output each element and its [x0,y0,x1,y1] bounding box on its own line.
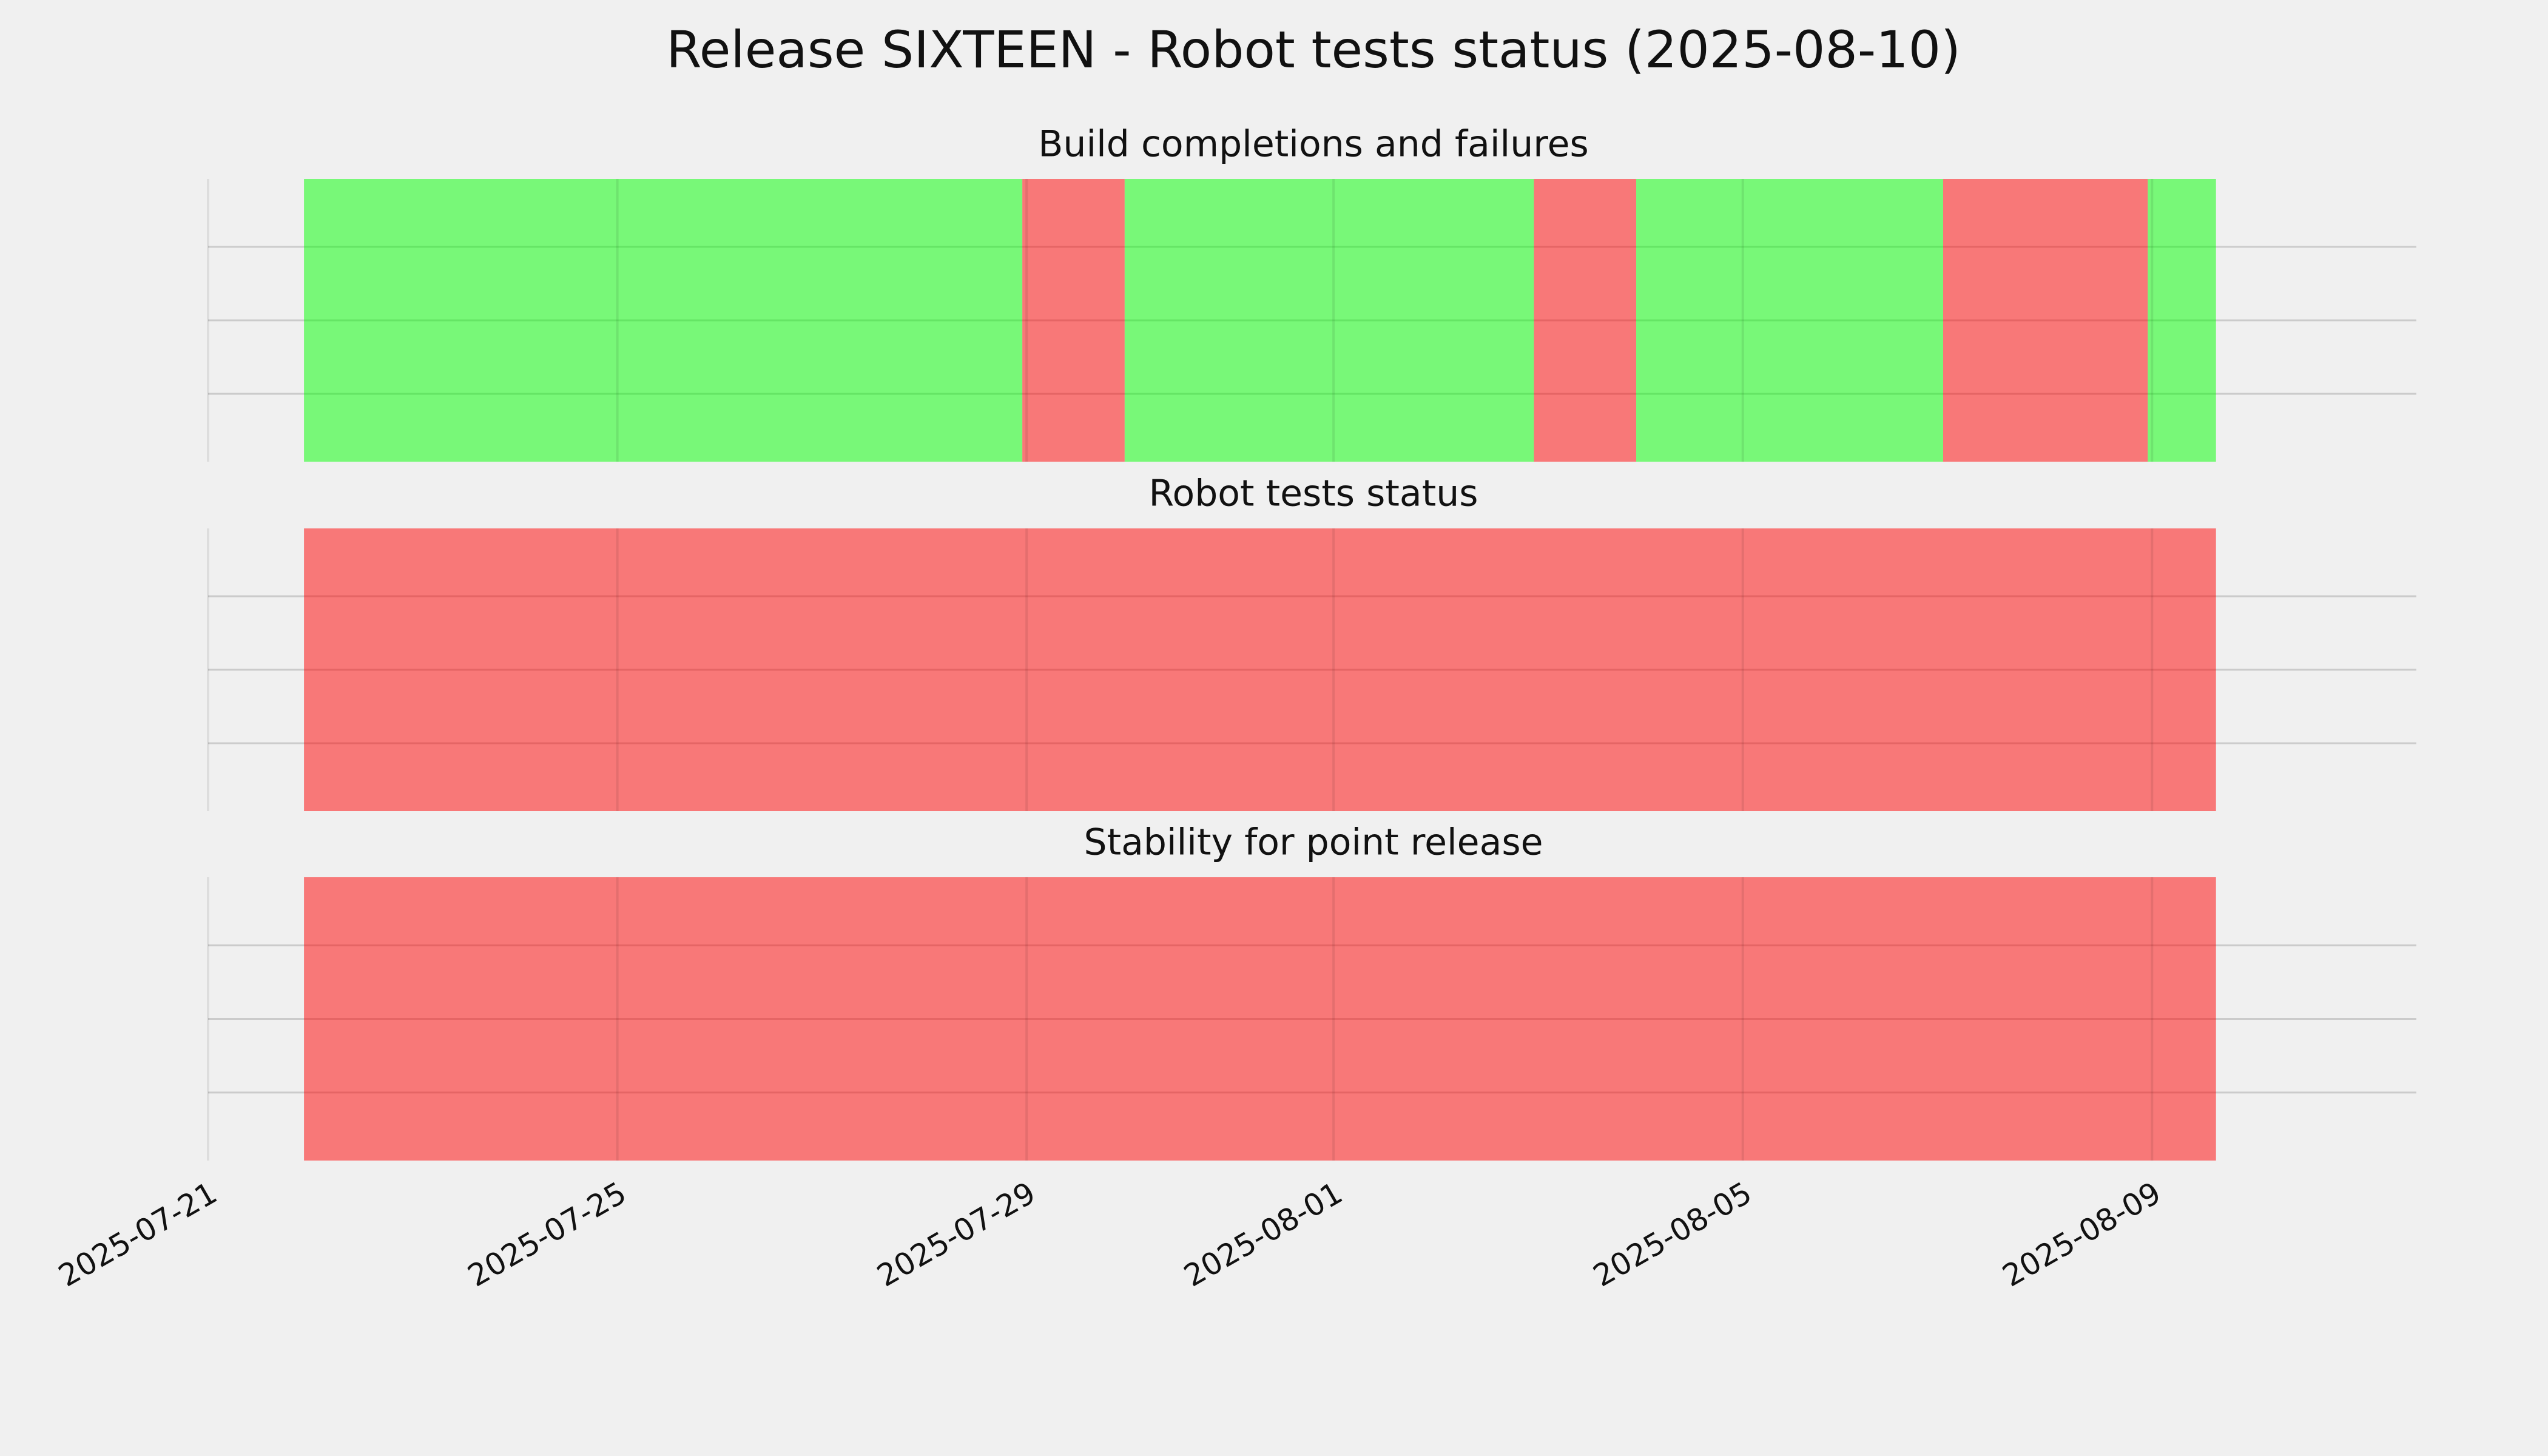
panel-title: Build completions and failures [1038,123,1589,166]
status-span [304,528,2216,811]
status-span [1636,179,1943,462]
status-span [1124,179,1534,462]
chart-title: Release SIXTEEN - Robot tests status (20… [666,20,1961,79]
status-span [304,877,2216,1161]
panel-title: Stability for point release [1084,821,1543,864]
status-span [1943,179,2148,462]
panel-title: Robot tests status [1148,473,1478,515]
status-span [2148,179,2216,462]
status-span [1534,179,1637,462]
status-span [1022,179,1125,462]
status-span [304,179,1023,462]
